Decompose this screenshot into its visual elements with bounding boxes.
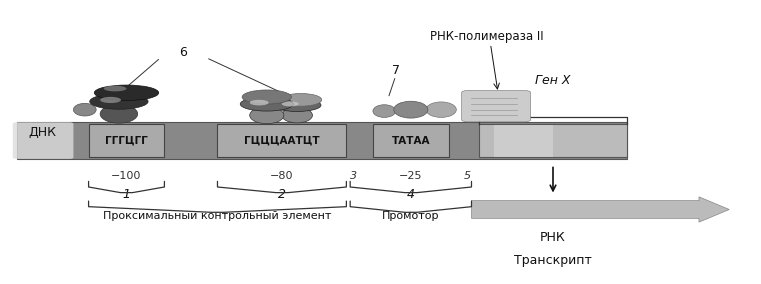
Text: 5: 5: [464, 171, 471, 181]
Text: РНК-полимераза II: РНК-полимераза II: [430, 30, 543, 43]
Text: −25: −25: [399, 171, 422, 181]
Ellipse shape: [393, 101, 428, 118]
Text: 4: 4: [407, 187, 415, 201]
Text: ГГГЦГГ: ГГГЦГГ: [105, 135, 148, 146]
FancyBboxPatch shape: [13, 122, 73, 159]
Text: Ген X: Ген X: [535, 74, 571, 87]
Text: −100: −100: [111, 171, 142, 181]
Text: 2: 2: [278, 187, 286, 201]
Ellipse shape: [250, 100, 269, 105]
Text: Проксимальный контрольный элемент: Проксимальный контрольный элемент: [103, 211, 332, 221]
Ellipse shape: [426, 102, 457, 117]
Ellipse shape: [282, 101, 299, 106]
Bar: [218, 124, 346, 157]
Text: 7: 7: [392, 64, 400, 77]
Bar: [494, 125, 553, 156]
Text: 1: 1: [123, 187, 130, 201]
Ellipse shape: [282, 108, 313, 123]
Ellipse shape: [103, 86, 126, 91]
Text: 6: 6: [180, 45, 187, 59]
Ellipse shape: [90, 94, 148, 109]
Bar: [17, 122, 627, 159]
FancyArrow shape: [472, 197, 729, 222]
Text: РНК: РНК: [540, 231, 566, 244]
Ellipse shape: [94, 85, 159, 101]
Bar: [88, 124, 164, 157]
Text: −80: −80: [270, 171, 294, 181]
Ellipse shape: [280, 93, 322, 106]
Text: Транскрипт: Транскрипт: [514, 254, 592, 267]
Ellipse shape: [100, 97, 121, 103]
Ellipse shape: [242, 90, 291, 104]
Ellipse shape: [73, 103, 96, 116]
Ellipse shape: [250, 107, 284, 124]
Text: ГЦЦЦААТЦТ: ГЦЦЦААТЦТ: [244, 135, 320, 146]
Text: ТАТАА: ТАТАА: [392, 135, 430, 146]
Ellipse shape: [100, 105, 138, 123]
Text: ДНК: ДНК: [28, 126, 56, 139]
Ellipse shape: [273, 99, 321, 112]
FancyBboxPatch shape: [462, 91, 530, 122]
Ellipse shape: [240, 97, 293, 111]
Bar: [373, 124, 449, 157]
Text: Промотор: Промотор: [382, 211, 440, 221]
Ellipse shape: [373, 105, 396, 117]
Bar: [479, 124, 627, 157]
Text: 3: 3: [350, 171, 358, 181]
